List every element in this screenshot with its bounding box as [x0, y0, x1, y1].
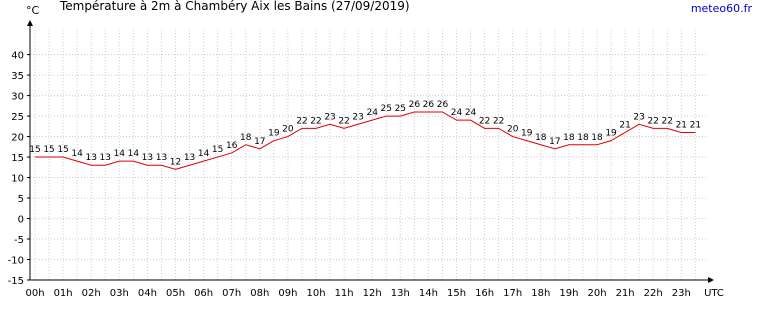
y-tick-label: -15 — [8, 276, 24, 287]
data-label: 25 — [381, 104, 392, 114]
data-label: 26 — [423, 100, 435, 110]
data-label: 18 — [577, 133, 589, 143]
x-tick-label: 01h — [54, 288, 73, 299]
x-tick-label: 20h — [587, 288, 606, 299]
x-tick-label: 19h — [559, 288, 578, 299]
data-label: 26 — [409, 100, 421, 110]
y-tick-label: 40 — [11, 51, 24, 62]
x-tick-label: 11h — [335, 288, 354, 299]
x-tick-label: 03h — [110, 288, 129, 299]
x-tick-label: 00h — [25, 288, 44, 299]
data-label: 15 — [43, 145, 54, 155]
data-label: 15 — [29, 145, 40, 155]
y-tick-label: 25 — [11, 112, 24, 123]
x-tick-label: 05h — [166, 288, 185, 299]
temperature-line — [35, 111, 696, 170]
data-label: 14 — [114, 149, 126, 159]
x-tick-label: 10h — [306, 288, 325, 299]
source-link[interactable]: meteo60.fr — [691, 2, 753, 15]
data-label: 16 — [226, 141, 238, 151]
y-tick-label: 35 — [11, 71, 24, 82]
data-label: 13 — [156, 153, 167, 163]
data-label: 15 — [212, 145, 223, 155]
x-tick-label: 07h — [222, 288, 241, 299]
x-tick-label: 18h — [531, 288, 550, 299]
data-label: 24 — [366, 108, 378, 118]
data-label: 21 — [676, 120, 687, 130]
data-label: 18 — [240, 133, 252, 143]
y-tick-label: -10 — [8, 256, 24, 267]
data-label: 23 — [352, 112, 363, 122]
data-label: 21 — [690, 120, 701, 130]
data-label: 13 — [184, 153, 195, 163]
data-label: 21 — [619, 120, 630, 130]
data-label: 15 — [57, 145, 68, 155]
y-tick-label: 10 — [11, 174, 24, 185]
y-tick-label: 15 — [11, 153, 24, 164]
x-tick-label: 17h — [503, 288, 522, 299]
data-label: 19 — [521, 129, 533, 139]
y-tick-label: 0 — [18, 215, 24, 226]
data-label: 23 — [324, 112, 335, 122]
y-tick-label: -5 — [14, 235, 24, 246]
data-label: 25 — [395, 104, 406, 114]
data-label: 22 — [647, 116, 658, 126]
data-label: 17 — [254, 137, 265, 147]
x-tick-label: 02h — [82, 288, 101, 299]
x-tick-label: 21h — [616, 288, 635, 299]
y-axis-label: °C — [26, 4, 40, 17]
x-tick-label: 06h — [194, 288, 213, 299]
data-label: 20 — [282, 125, 294, 135]
data-label: 22 — [662, 116, 673, 126]
chart-title: Température à 2m à Chambéry Aix les Bain… — [59, 0, 410, 13]
data-label: 22 — [338, 116, 349, 126]
data-label: 26 — [437, 100, 449, 110]
data-label: 13 — [100, 153, 111, 163]
data-label: 18 — [563, 133, 575, 143]
x-tick-label: 16h — [475, 288, 494, 299]
data-label: 20 — [507, 125, 519, 135]
data-label: 24 — [451, 108, 463, 118]
data-label: 22 — [296, 116, 307, 126]
data-label: 19 — [605, 129, 617, 139]
data-label: 18 — [591, 133, 603, 143]
data-label: 22 — [310, 116, 321, 126]
y-tick-label: 5 — [18, 194, 24, 205]
x-tick-label: 04h — [138, 288, 157, 299]
y-tick-label: 30 — [11, 92, 24, 103]
data-label: 13 — [142, 153, 153, 163]
data-label: 14 — [198, 149, 210, 159]
data-label: 18 — [535, 133, 547, 143]
data-label: 17 — [549, 137, 560, 147]
data-label: 24 — [465, 108, 477, 118]
y-tick-label: 20 — [11, 133, 24, 144]
data-label: 22 — [493, 116, 504, 126]
x-tick-label: 15h — [447, 288, 466, 299]
x-tick-label: 09h — [278, 288, 297, 299]
x-tick-label: 22h — [644, 288, 663, 299]
data-label: 13 — [85, 153, 96, 163]
data-label: 14 — [71, 149, 83, 159]
x-tick-label: 14h — [419, 288, 438, 299]
x-tick-label: 08h — [250, 288, 269, 299]
y-arrow — [27, 20, 33, 26]
data-label: 19 — [268, 129, 280, 139]
x-tick-label: 23h — [672, 288, 691, 299]
data-label: 12 — [170, 157, 181, 167]
x-arrow — [708, 277, 714, 283]
data-label: 23 — [633, 112, 644, 122]
x-axis-label: UTC — [704, 288, 724, 299]
x-tick-label: 13h — [391, 288, 410, 299]
x-tick-label: 12h — [363, 288, 382, 299]
data-label: 22 — [479, 116, 490, 126]
data-label: 14 — [128, 149, 140, 159]
